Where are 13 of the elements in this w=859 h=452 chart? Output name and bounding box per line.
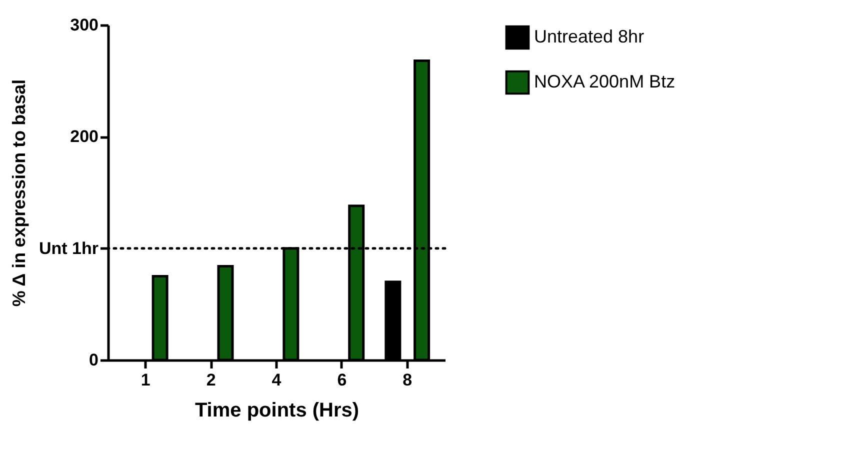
- y-tick-label: 0: [89, 350, 98, 370]
- x-tick-label: 8: [402, 370, 412, 390]
- legend-label: NOXA 200nM Btz: [534, 72, 676, 92]
- legend-label: Untreated 8hr: [534, 26, 644, 46]
- y-tick-label: Unt 1hr: [39, 238, 99, 258]
- x-tick-label: 2: [206, 370, 216, 390]
- x-tick-label: 1: [140, 370, 150, 390]
- x-tick-label: 6: [337, 370, 347, 390]
- y-axis-title: % Δ in expression to basal: [9, 79, 29, 307]
- y-tick-label: 300: [70, 16, 98, 34]
- x-tick-label: 4: [272, 370, 282, 390]
- y-tick-label: 200: [70, 127, 98, 146]
- x-axis-title: Time points (Hrs): [194, 400, 360, 422]
